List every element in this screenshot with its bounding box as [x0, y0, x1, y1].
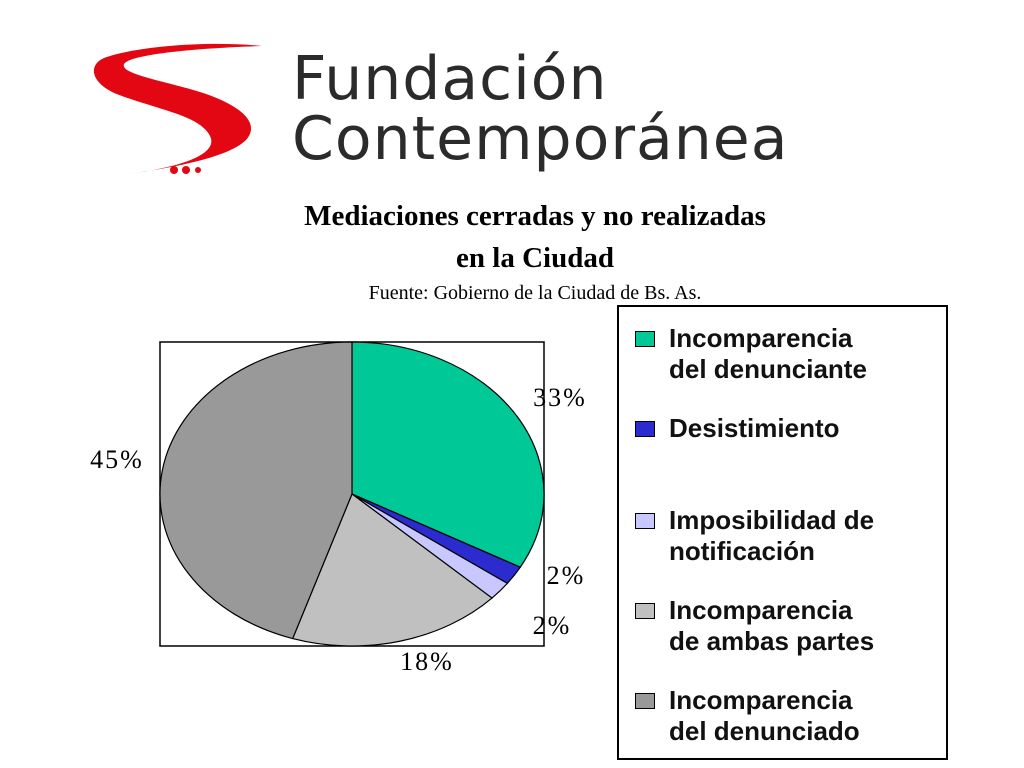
legend-label: Incomparencia del denunciado [669, 685, 860, 746]
legend: Incomparencia del denunciante Desistimient… [617, 305, 948, 760]
legend-label: Incomparencia de ambas partes [669, 595, 875, 656]
slice-data-label: 2% [547, 561, 586, 590]
legend-swatch [635, 331, 655, 347]
legend-swatch [635, 513, 655, 529]
pie-slice [351, 341, 545, 568]
legend-swatch [635, 603, 655, 619]
brand-line-2: Contemporánea [292, 104, 789, 174]
legend-swatch [635, 693, 655, 709]
legend-label: Imposibilidad de notificación [669, 505, 875, 566]
legend-swatch [635, 421, 655, 437]
slice-data-label: 18% [400, 647, 454, 676]
chart-title-line-2: en la Ciudad [456, 242, 614, 274]
brand-line-1: Fundación [292, 44, 608, 114]
slice-data-label: 2% [533, 611, 572, 640]
chart-title: Mediaciones cerradas y no realizadas [304, 200, 766, 232]
pie-slice [159, 341, 353, 640]
slice-data-label: 45% [90, 445, 144, 474]
pie-slice [291, 493, 493, 647]
legend-label: Incomparencia del denunciante [669, 323, 867, 384]
chart-subtitle: Fuente: Gobierno de la Ciudad de Bs. As. [368, 282, 702, 304]
legend-label: Desistimiento [669, 413, 840, 443]
fundacion-logo-mark [93, 43, 262, 174]
slice-data-label: 33% [533, 383, 587, 412]
